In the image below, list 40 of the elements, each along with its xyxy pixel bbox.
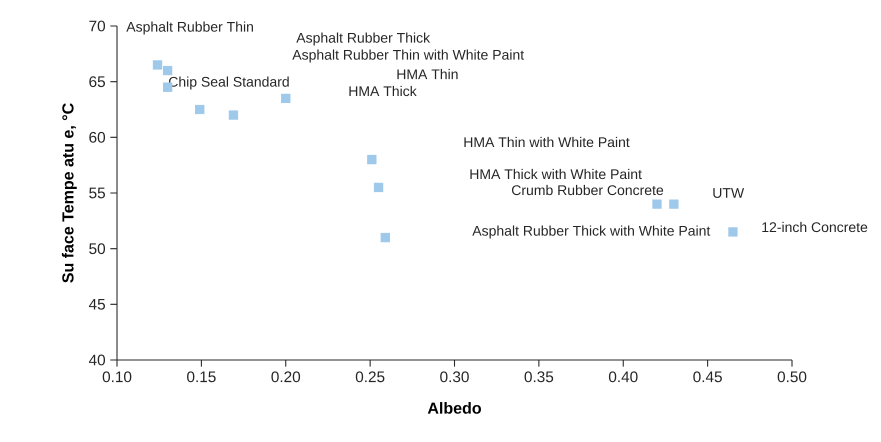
annotation: HMA Thin with White Paint	[464, 136, 630, 148]
y-tick-label: 60	[89, 132, 106, 143]
point	[728, 227, 738, 237]
x-tick-label: 0.25	[356, 371, 384, 382]
y-axis-title: Su face Tempe atu e, °C	[62, 103, 77, 283]
point	[380, 232, 390, 242]
point	[195, 104, 204, 114]
x-tick-label: 0.10	[102, 371, 132, 382]
annotation: Asphalt Rubber Thin	[126, 21, 253, 35]
y-tick-label: 40	[88, 354, 106, 366]
y-tick-label: 70	[89, 20, 106, 32]
point	[652, 199, 662, 209]
annotation: HMA Thick	[349, 86, 417, 96]
x-tick-label: 0.30	[440, 371, 469, 382]
y-tick-label: 55	[89, 188, 105, 198]
x-tick-label: 0.35	[524, 371, 554, 382]
annotation: Crumb Rubber Concrete	[512, 184, 664, 196]
annotation: 12-inch Concrete	[762, 222, 868, 232]
x-tick-label: 0.20	[271, 371, 300, 382]
annotation: Asphalt Rubber Thick with White Paint	[472, 225, 710, 239]
annotation: Asphalt Rubber Thin with White Paint	[292, 49, 524, 63]
point	[367, 154, 376, 164]
point	[669, 199, 679, 209]
annotation: HMA Thin	[397, 68, 458, 80]
point	[228, 110, 238, 120]
x-tick-label: 0.50	[778, 371, 806, 382]
annotation: Asphalt Rubber Thick	[296, 32, 430, 46]
point	[152, 60, 162, 70]
point	[281, 94, 290, 104]
x-tick-label: 0.40	[608, 371, 638, 382]
x-axis-title: Albedo	[428, 402, 481, 414]
y-tick-label: 65	[89, 76, 105, 88]
annotation: UTW	[713, 188, 744, 198]
annotation: HMA Thick with White Paint	[470, 168, 642, 180]
y-tick-label: 45	[88, 298, 105, 310]
x-tick-label: 0.15	[187, 371, 216, 382]
y-tick-label: 50	[89, 243, 106, 254]
point	[162, 66, 172, 76]
point	[374, 182, 384, 192]
x-tick-label: 0.45	[693, 371, 722, 382]
